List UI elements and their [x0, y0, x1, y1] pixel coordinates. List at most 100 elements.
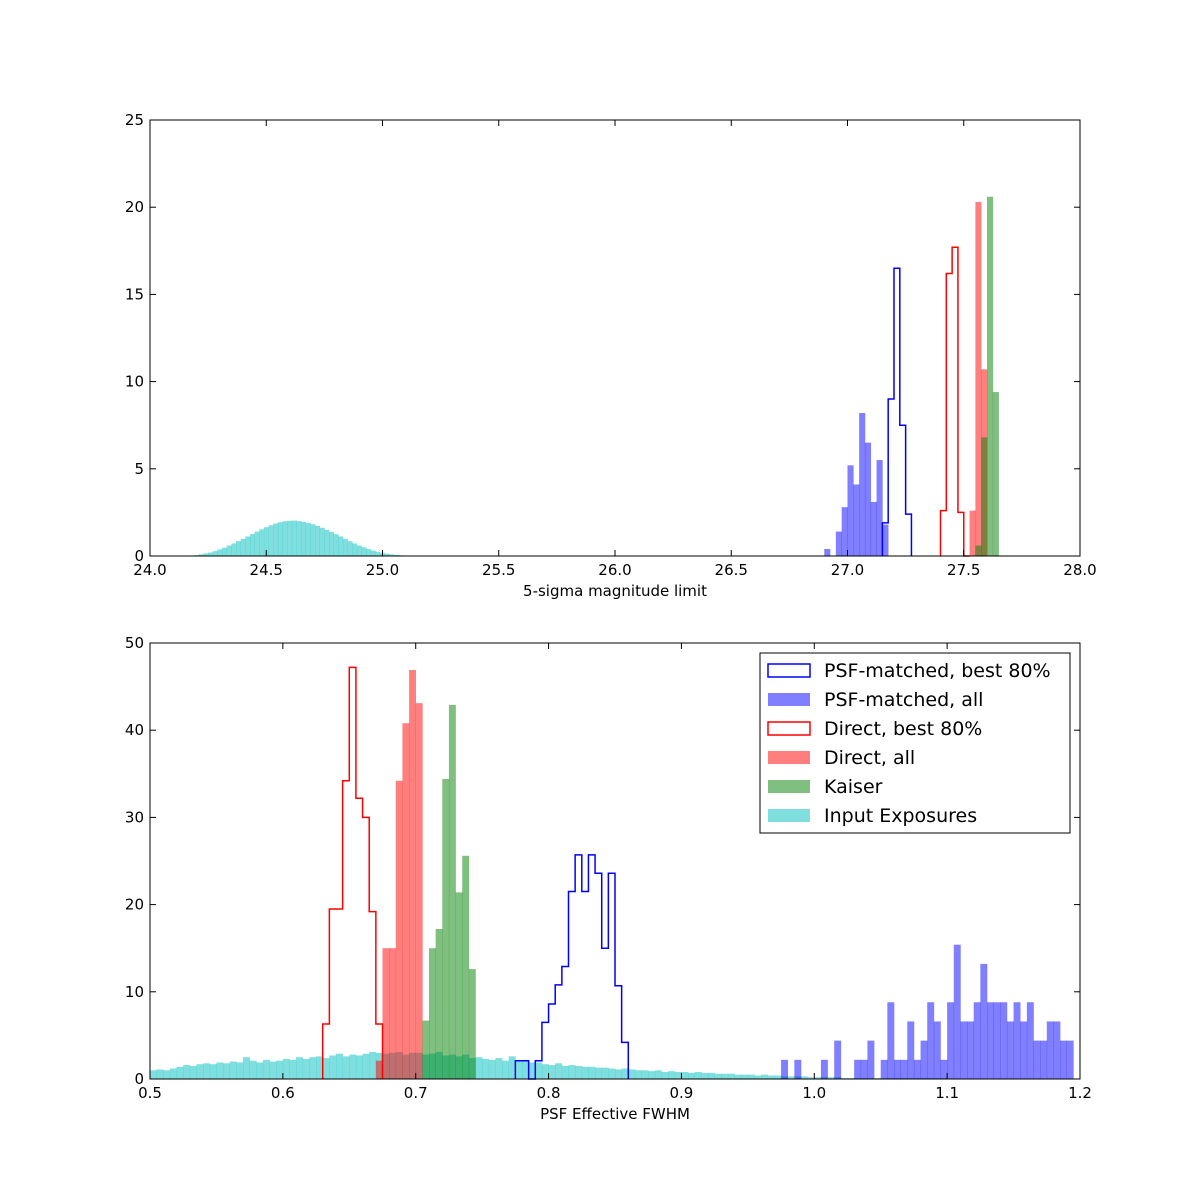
bar-psf-all [913, 1059, 921, 1079]
bar-input [654, 1070, 662, 1079]
bar-input [287, 520, 293, 556]
bar-psf-all [907, 1021, 915, 1079]
bar-input [322, 1058, 330, 1079]
bar-input [324, 529, 330, 556]
bar-psf-all [973, 1002, 981, 1079]
x-axis-label-magnitude: 5-sigma magnitude limit [523, 582, 707, 600]
bar-psf-all [927, 1002, 935, 1079]
bar-input [259, 529, 265, 556]
y-tick-label: 10 [125, 373, 144, 391]
bar-direct-all [375, 1060, 383, 1079]
bar-direct-all [395, 780, 403, 1079]
x-tick-label: 24.5 [250, 561, 283, 579]
bar-input [229, 1061, 237, 1079]
bar-input [561, 1065, 569, 1079]
bar-input [548, 1065, 556, 1079]
x-tick-label: 25.5 [482, 561, 515, 579]
bar-psf-all [1033, 1040, 1041, 1079]
bar-kaiser [435, 929, 443, 1079]
bar-psf-all [1060, 1040, 1068, 1079]
bar-input [336, 1053, 343, 1079]
bar-input [342, 1056, 350, 1079]
x-tick-label: 0.5 [138, 1084, 162, 1102]
x-tick-label: 25.0 [366, 561, 399, 579]
bar-input [761, 1074, 769, 1079]
bar-input [787, 1076, 795, 1079]
bar-input [754, 1075, 762, 1079]
bar-input [249, 1060, 257, 1079]
histogram-bars-magnitude [194, 196, 999, 557]
legend-swatch [768, 809, 810, 822]
legend-item-kaiser: Kaiser [768, 776, 883, 798]
legend-swatch [768, 780, 810, 793]
bar-input [305, 522, 311, 556]
bar-input [309, 1057, 317, 1079]
bar-input [226, 545, 232, 556]
bar-input [634, 1070, 642, 1079]
legend-label: PSF-matched, all [824, 689, 983, 711]
bar-psf-all [953, 944, 961, 1079]
bar-input [282, 521, 288, 556]
y-tick-label: 15 [125, 285, 144, 303]
bar-input [366, 549, 372, 556]
x-tick-label: 0.9 [669, 1084, 693, 1102]
bar-input [231, 543, 237, 556]
bar-input [475, 1057, 483, 1079]
bar-psf-all [1053, 1021, 1061, 1079]
bar-psf-all [781, 1059, 789, 1079]
bar-input [807, 1077, 815, 1079]
bar-psf-all [864, 442, 872, 556]
bar-input [495, 1058, 503, 1079]
bar-input [342, 538, 348, 556]
x-tick-label: 26.0 [598, 561, 631, 579]
bar-psf-all [894, 1059, 901, 1079]
bar-psf-all [1006, 1021, 1014, 1079]
bar-psf-all [960, 1021, 968, 1079]
bar-input [555, 1063, 563, 1079]
x-tick-label: 26.5 [715, 561, 748, 579]
bar-input [209, 1064, 217, 1079]
bar-psf-all [841, 507, 848, 556]
bar-input [245, 536, 251, 556]
bar-psf-all [882, 524, 889, 556]
bar-kaiser [992, 392, 999, 556]
x-tick-label: 0.6 [271, 1084, 295, 1102]
bar-input [198, 554, 204, 556]
bar-input [741, 1074, 749, 1079]
bar-input [347, 541, 353, 556]
y-tick-label: 40 [125, 721, 144, 739]
legend-label: Input Exposures [824, 805, 977, 827]
x-axis-magnitude: 24.0 24.5 25.0 25.5 26.0 26.5 27.0 27.5 28.0 [133, 120, 1097, 579]
bar-input [333, 534, 339, 556]
bar-input [827, 1077, 835, 1079]
step-outline-direct-best [939, 246, 970, 557]
legend-item-direct-all: Direct, all [768, 747, 915, 769]
bar-input [375, 551, 381, 556]
bar-input [203, 553, 209, 556]
bar-kaiser [448, 704, 456, 1079]
bar-input [674, 1072, 682, 1079]
bar-psf-all [860, 1059, 868, 1079]
bar-input [262, 1059, 270, 1079]
bar-input [236, 541, 241, 556]
bar-kaiser [462, 855, 470, 1079]
bar-input [727, 1073, 735, 1079]
bar-psf-all [820, 1059, 828, 1079]
bar-psf-all [854, 1059, 862, 1079]
bar-input [196, 1064, 204, 1079]
x-tick-label: 1.0 [802, 1084, 826, 1102]
bar-input [189, 1065, 197, 1079]
bar-input [352, 543, 358, 556]
bar-input [621, 1068, 629, 1079]
step-outline-psf-best [881, 267, 913, 556]
bar-direct-all [402, 723, 410, 1079]
x-axis-label-fwhm: PSF Effective FWHM [540, 1105, 690, 1123]
bar-input [301, 521, 307, 556]
bar-input [269, 1061, 277, 1079]
bar-psf-all [824, 549, 831, 556]
bar-input [183, 1065, 191, 1079]
legend-box [759, 652, 1071, 834]
bar-input [223, 1063, 231, 1079]
panel-psf-fwhm: 0.5 0.6 0.7 0.8 0.9 1.0 1.1 1.2 0 10 20 30 40 50 PSF… [125, 634, 1092, 1123]
x-tick-label: 1.2 [1068, 1084, 1092, 1102]
